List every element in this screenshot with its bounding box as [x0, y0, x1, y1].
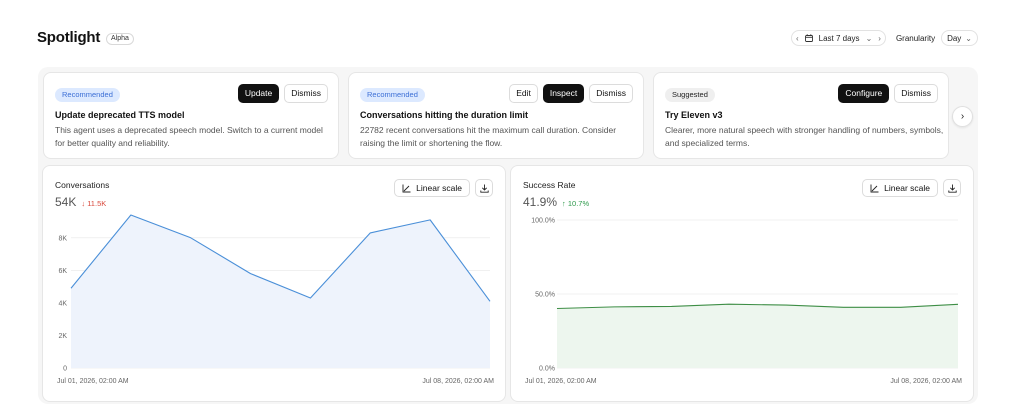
y-tick-label: 8K — [58, 235, 67, 242]
x-tick-label-end: Jul 08, 2026, 02:00 AM — [890, 378, 962, 385]
page-header: Spotlight Alpha ‹ Last 7 days ⌄ › Granul… — [0, 0, 1024, 70]
card-description: Clearer, more natural speech with strong… — [665, 125, 944, 148]
dismiss-button[interactable]: Dismiss — [894, 84, 938, 103]
card-title: Conversations hitting the duration limit — [360, 110, 529, 120]
chart-trend-icon — [402, 184, 411, 192]
granularity-value[interactable]: Day — [947, 33, 962, 43]
y-tick-label: 6K — [58, 268, 67, 275]
recommendation-card-update-tts: Recommended Update Dismiss Update deprec… — [43, 72, 339, 159]
metric: 54K ↓ 11.5K — [55, 195, 106, 209]
series-line — [70, 214, 491, 302]
card-actions: Update Dismiss — [237, 84, 328, 103]
chevron-down-icon[interactable]: ⌄ — [865, 33, 873, 43]
recommendation-card-duration-limit: Recommended Edit Inspect Dismiss Convers… — [348, 72, 644, 159]
metric-delta: ↓ 11.5K — [81, 199, 107, 208]
chart-actions: Linear scale — [862, 179, 961, 197]
metric-value: 54K — [55, 195, 77, 209]
recommended-badge: Recommended — [55, 88, 120, 102]
chevron-right-icon[interactable]: › — [960, 111, 965, 122]
y-tick-label: 100.0% — [531, 218, 555, 225]
x-tick-label-start: Jul 01, 2026, 02:00 AM — [57, 378, 129, 385]
chart-title: Success Rate — [523, 180, 576, 190]
linear-scale-label[interactable]: Linear scale — [416, 183, 462, 193]
chevron-right-icon[interactable]: › — [878, 33, 881, 43]
download-button[interactable] — [475, 179, 493, 197]
date-controls: ‹ Last 7 days ⌄ › Granularity Day ⌄ — [790, 30, 978, 46]
conversations-chart-card: Conversations 54K ↓ 11.5K Linear scale 0… — [42, 165, 506, 402]
card-description: 22782 recent conversations hit the maxim… — [360, 125, 617, 148]
series-area — [71, 215, 490, 368]
next-cards-button[interactable]: › — [952, 106, 973, 127]
dismiss-button[interactable]: Dismiss — [589, 84, 633, 103]
success-rate-chart: 0.0% 50.0% 100.0% Jul 01, 2026, 02:00 AM Jul… — [525, 218, 962, 386]
card-actions: Configure Dismiss — [838, 84, 938, 103]
metric-value: 41.9% — [523, 195, 558, 209]
metric: 41.9% ↑ 10.7% — [523, 195, 589, 209]
configure-button[interactable]: Configure — [838, 84, 890, 103]
y-tick-label: 4K — [58, 300, 67, 307]
linear-scale-label[interactable]: Linear scale — [884, 183, 930, 193]
chevron-left-icon[interactable]: ‹ — [795, 33, 799, 43]
x-tick-label-start: Jul 01, 2026, 02:00 AM — [525, 378, 597, 385]
series-area — [557, 304, 958, 368]
metric-delta: ↑ 10.7% — [562, 199, 590, 208]
alpha-badge: Alpha — [106, 33, 134, 45]
card-actions: Edit Inspect Dismiss — [509, 84, 633, 103]
conversations-chart: 0 2K 4K 6K 8K Jul 01, 2026, 02:00 AM Jul 08, 2… — [57, 214, 494, 385]
success-rate-chart-card: Success Rate 41.9% ↑ 10.7% Linear scale … — [510, 165, 974, 402]
granularity-select[interactable]: Day ⌄ — [941, 30, 978, 46]
series-line — [556, 303, 959, 310]
download-button[interactable] — [943, 179, 961, 197]
date-range-picker: ‹ Last 7 days ⌄ › — [790, 30, 886, 46]
update-button[interactable]: Update — [237, 84, 280, 103]
y-tick-label: 0 — [63, 366, 67, 373]
card-description: This agent uses a deprecated speech mode… — [55, 125, 323, 148]
y-tick-label: 50.0% — [535, 292, 555, 299]
inspect-button[interactable]: Inspect — [542, 84, 585, 103]
chart-actions: Linear scale — [394, 179, 493, 197]
page-title: Spotlight — [37, 29, 101, 46]
card-title: Try Eleven v3 — [665, 110, 723, 120]
download-icon — [479, 184, 489, 193]
y-tick-label: 0.0% — [539, 366, 555, 373]
recommended-badge: Recommended — [360, 88, 425, 102]
card-title: Update deprecated TTS model — [55, 110, 185, 120]
calendar-icon[interactable] — [804, 34, 813, 42]
suggested-badge: Suggested — [665, 88, 715, 102]
y-tick-label: 2K — [58, 333, 67, 340]
linear-scale-button[interactable]: Linear scale — [394, 179, 470, 197]
x-tick-label-end: Jul 08, 2026, 02:00 AM — [422, 378, 494, 385]
dismiss-button[interactable]: Dismiss — [284, 84, 328, 103]
chevron-down-icon[interactable]: ⌄ — [965, 33, 972, 43]
granularity-label: Granularity — [895, 33, 936, 43]
chart-title: Conversations — [55, 180, 110, 190]
recommendation-card-eleven-v3: Suggested Configure Dismiss Try Eleven v… — [653, 72, 949, 159]
linear-scale-button[interactable]: Linear scale — [862, 179, 938, 197]
download-icon — [947, 184, 957, 193]
edit-button[interactable]: Edit — [509, 84, 538, 103]
chart-trend-icon — [870, 184, 879, 192]
date-range-label[interactable]: Last 7 days — [818, 33, 860, 43]
